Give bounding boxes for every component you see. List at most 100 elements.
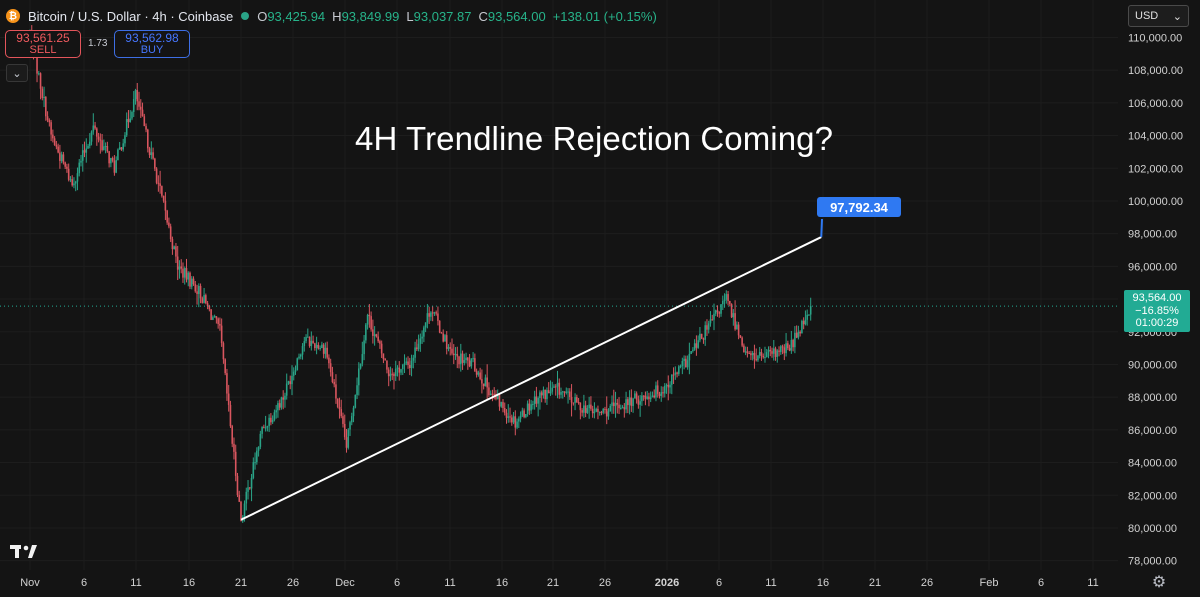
- candle-body: [324, 347, 327, 354]
- candle-body: [43, 97, 45, 99]
- candle-body: [767, 349, 770, 353]
- candle-body: [475, 370, 478, 375]
- candle-body: [210, 309, 212, 320]
- gear-icon[interactable]: ⚙: [1151, 574, 1167, 591]
- candle-body: [551, 387, 554, 392]
- candle-body: [289, 381, 292, 385]
- y-tick-label: 82,000.00: [1128, 490, 1177, 502]
- candle-body: [539, 392, 541, 398]
- candle-body: [598, 411, 601, 413]
- symbol-header: ₿ Bitcoin / U.S. Dollar · 4h · Coinbase …: [6, 7, 657, 25]
- bar-countdown: 01:00:29: [1135, 317, 1179, 330]
- candle-body: [746, 351, 749, 354]
- candle-body: [147, 129, 149, 149]
- candle-body: [294, 370, 297, 372]
- x-tick-label: 16: [183, 577, 195, 589]
- candle-body: [614, 402, 617, 407]
- sell-price: 93,561.25: [16, 30, 70, 45]
- candle-body: [699, 333, 701, 341]
- candle-body: [676, 372, 678, 374]
- candle-body: [602, 408, 605, 413]
- candle-body: [252, 462, 255, 478]
- collapse-legend-button[interactable]: ⌄: [6, 64, 28, 82]
- candle-body: [421, 336, 423, 339]
- candle-body: [64, 162, 66, 167]
- symbol-title[interactable]: Bitcoin / U.S. Dollar · 4h · Coinbase: [28, 8, 234, 24]
- candle-body: [150, 152, 153, 156]
- target-label-pointer: [820, 218, 823, 238]
- candle-body: [303, 341, 306, 347]
- candle-body: [363, 340, 365, 355]
- candle-body: [637, 399, 640, 405]
- candle-body: [572, 402, 575, 404]
- market-status-dot: [241, 12, 250, 20]
- candle-body: [597, 408, 599, 412]
- candle-body: [233, 443, 235, 452]
- candle-body: [194, 284, 197, 292]
- sell-button[interactable]: 93,561.25 SELL: [5, 30, 81, 58]
- chevron-down-icon: ⌄: [12, 67, 22, 80]
- candle-body: [352, 407, 355, 417]
- candle-body: [533, 396, 536, 405]
- candle-body: [307, 336, 309, 338]
- candle-body: [514, 416, 517, 428]
- y-tick-label: 98,000.00: [1128, 229, 1177, 241]
- candle-body: [162, 195, 165, 201]
- candle-body: [254, 462, 256, 464]
- candle-body: [702, 338, 705, 340]
- candle-body: [802, 320, 805, 325]
- candle-body: [424, 322, 427, 328]
- candle-body: [688, 353, 691, 361]
- candle-body: [78, 162, 81, 174]
- candle-body: [88, 141, 91, 146]
- candle-body: [412, 357, 415, 361]
- candle-body: [349, 422, 351, 430]
- candle-body: [794, 332, 796, 348]
- x-tick-label: 11: [130, 577, 141, 589]
- candle-body: [486, 377, 488, 388]
- candle-body: [530, 404, 532, 411]
- buy-button[interactable]: 93,562.98 BUY: [114, 30, 190, 58]
- trendline[interactable]: [240, 236, 822, 521]
- candle-body: [164, 200, 167, 211]
- candle-body: [642, 395, 645, 397]
- candle-body: [806, 314, 808, 320]
- currency-value: USD: [1135, 10, 1159, 22]
- candle-body: [644, 395, 647, 399]
- currency-select[interactable]: USD ⌄: [1128, 5, 1189, 27]
- candle-body: [132, 99, 135, 112]
- candle-body: [461, 353, 464, 363]
- candle-body: [686, 360, 689, 368]
- tradingview-logo-icon[interactable]: [10, 543, 38, 560]
- candle-body: [753, 352, 756, 360]
- candle-body: [725, 294, 728, 300]
- y-tick-label: 86,000.00: [1128, 425, 1177, 437]
- candle-body: [788, 348, 791, 351]
- candle-body: [148, 148, 151, 156]
- candle-body: [247, 487, 249, 492]
- x-tick-label: 21: [235, 577, 247, 589]
- candle-body: [53, 138, 56, 146]
- candle-body: [672, 374, 675, 376]
- candle-body: [270, 417, 272, 423]
- candle-body: [48, 120, 51, 123]
- candle-body: [176, 256, 179, 270]
- candle-body: [630, 397, 633, 407]
- candle-body: [157, 182, 160, 184]
- candle-body: [431, 312, 434, 314]
- x-tick-label: 2026: [655, 577, 679, 589]
- candle-body: [593, 411, 596, 414]
- candle-body: [129, 118, 132, 123]
- candle-body: [389, 373, 392, 377]
- candle-body: [340, 409, 343, 417]
- candle-body: [706, 325, 708, 330]
- candle-body: [567, 391, 569, 393]
- candle-body: [60, 154, 63, 161]
- candle-body: [359, 363, 362, 369]
- candle-body: [581, 410, 583, 413]
- candle-body: [118, 147, 121, 150]
- candle-body: [781, 346, 784, 348]
- candle-body: [227, 393, 230, 405]
